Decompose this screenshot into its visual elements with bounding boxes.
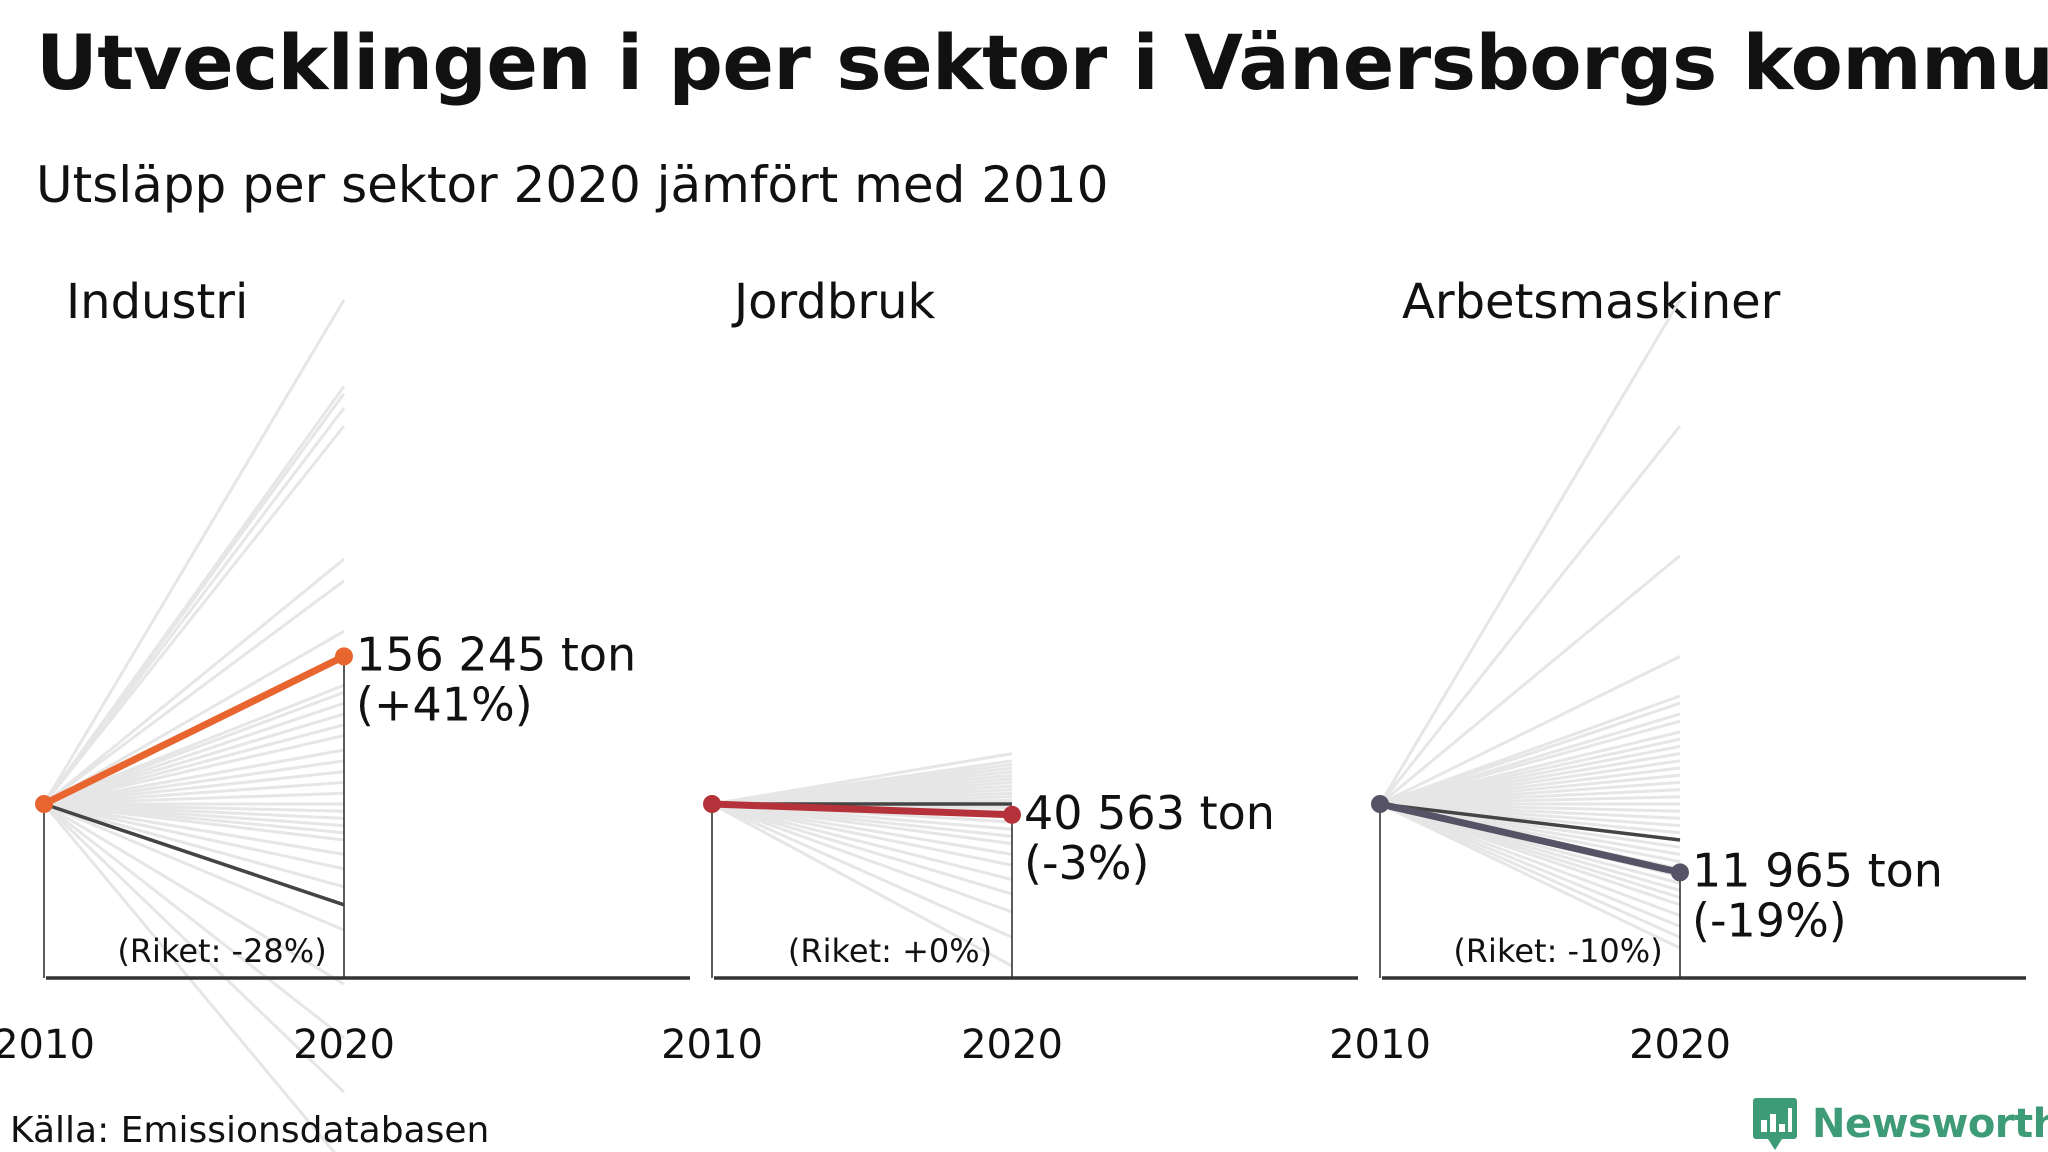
- highlight-point-2020: [335, 647, 353, 666]
- national-line: [43, 802, 345, 907]
- highlight-point-2010: [35, 795, 53, 813]
- change-label: (-3%): [1024, 836, 1149, 890]
- background-line: [1379, 802, 1681, 939]
- highlight-line: [708, 800, 1016, 819]
- background-line: [711, 802, 1013, 968]
- tick-label-2020: 2020: [1629, 1022, 1731, 1068]
- background-line: [43, 791, 345, 806]
- panel-title: Jordbruk: [731, 274, 936, 330]
- background-line: [43, 690, 345, 806]
- tick-label-2020: 2020: [293, 1022, 395, 1068]
- background-line: [43, 701, 345, 806]
- background-line: [43, 629, 345, 806]
- background-line: [711, 802, 1013, 856]
- background-line: [43, 770, 345, 806]
- highlight-line: [40, 652, 348, 808]
- sector-panel-0: Industri 156 245 ton(+41%) (Riket: -28%) 20…: [0, 274, 690, 1152]
- sector-panel-1: Jordbruk 40 563 ton(-3%) (Riket: +0%) 2010 2…: [661, 274, 1358, 1068]
- background-line: [43, 579, 345, 806]
- tick-label-2020: 2020: [961, 1022, 1063, 1068]
- value-label: 11 965 ton: [1692, 843, 1943, 897]
- tick-label-2010: 2010: [661, 1022, 763, 1068]
- background-line: [43, 802, 345, 871]
- background-line: [711, 802, 1013, 867]
- panel-title: Arbetsmaskiner: [1402, 274, 1781, 330]
- background-line: [43, 723, 345, 806]
- national-change-note: (Riket: -10%): [1453, 932, 1662, 970]
- background-line: [43, 802, 345, 889]
- highlight-point-2020: [1003, 805, 1021, 824]
- tick-label-2010: 2010: [0, 1022, 95, 1068]
- background-line: [1379, 554, 1681, 806]
- background-line: [1379, 802, 1681, 918]
- page-title: Utvecklingen i per sektor i Vänersborgs …: [36, 18, 2048, 107]
- background-line: [42, 803, 336, 1152]
- value-label: 156 245 ton: [356, 627, 636, 681]
- source-note: Källa: Emissionsdatabasen: [10, 1110, 490, 1151]
- highlight-point-2010: [703, 795, 721, 813]
- background-line: [1379, 701, 1681, 806]
- brand-logo: Newsworthy: [1752, 1096, 2048, 1152]
- highlight-line: [1376, 800, 1684, 876]
- background-line: [43, 558, 345, 806]
- background-line: [1378, 299, 1682, 805]
- background-line: [1379, 802, 1681, 928]
- background-line: [1379, 719, 1681, 806]
- change-label: (-19%): [1692, 893, 1847, 947]
- background-line: [711, 802, 1013, 882]
- background-line: [711, 802, 1013, 914]
- background-line: [43, 734, 345, 806]
- background-line: [43, 712, 345, 806]
- background-line: [42, 299, 346, 805]
- background-line: [43, 748, 345, 806]
- background-line: [1379, 802, 1681, 950]
- background-line: [1379, 655, 1681, 806]
- change-label: (+41%): [356, 677, 533, 731]
- tick-label-2010: 2010: [1329, 1022, 1431, 1068]
- background-line: [43, 802, 345, 932]
- background-line: [711, 802, 1013, 896]
- bar-chart-badge-icon: [1753, 1098, 1797, 1150]
- background-line: [1378, 425, 1682, 805]
- background-line: [43, 780, 345, 806]
- background-line: [43, 759, 345, 806]
- highlight-point-2020: [1671, 863, 1689, 882]
- background-line: [43, 802, 345, 842]
- national-line: [1379, 802, 1681, 842]
- background-line: [42, 802, 346, 1094]
- background-line: [43, 802, 345, 986]
- background-line: [1379, 802, 1681, 907]
- highlight-point-2010: [1371, 795, 1389, 813]
- brand-name: Newsworthy: [1812, 1101, 2048, 1147]
- national-change-note: (Riket: +0%): [788, 932, 992, 970]
- background-line: [43, 802, 345, 856]
- background-line: [711, 802, 1013, 846]
- background-line: [42, 407, 346, 805]
- page-subtitle: Utsläpp per sektor 2020 jämfört med 2010: [36, 156, 1109, 214]
- background-line: [42, 425, 346, 805]
- value-label: 40 563 ton: [1024, 786, 1275, 840]
- national-change-note: (Riket: -28%): [117, 932, 326, 970]
- background-line: [711, 802, 1013, 939]
- background-line: [43, 802, 345, 1040]
- sector-panel-2: Arbetsmaskiner 11 965 ton(-19%) (Riket: -1…: [1329, 274, 2026, 1068]
- panel-title: Industri: [66, 274, 248, 330]
